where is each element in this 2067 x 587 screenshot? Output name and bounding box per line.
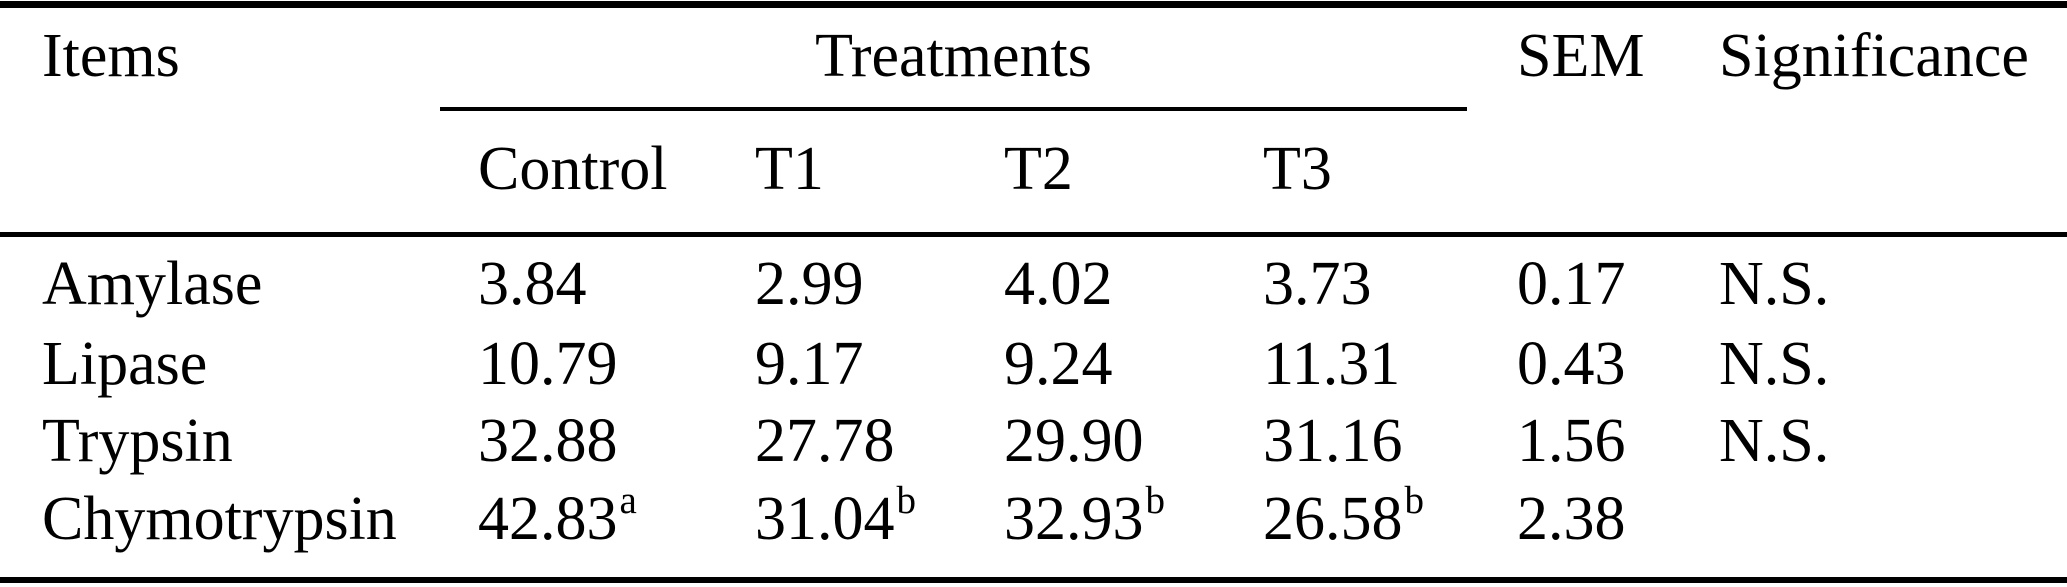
value-cell: 31.04b <box>755 481 916 554</box>
value-cell: 3.73 <box>1263 249 1374 319</box>
value-cell: 10.79 <box>478 329 620 399</box>
column-header-sem: SEM <box>1517 22 1645 90</box>
column-header-t3: T3 <box>1263 135 1332 203</box>
column-header-t1: T1 <box>755 135 824 203</box>
value: 32.93 <box>1004 485 1144 553</box>
value-cell: 4.02 <box>1004 249 1115 319</box>
superscript: b <box>896 479 917 522</box>
sem-cell: 2.38 <box>1517 485 1626 553</box>
value-cell: 42.83a <box>478 481 637 554</box>
value-cell: 9.24 <box>1004 329 1115 399</box>
table-row: Amylase 3.84 2.99 4.02 3.73 0.17 N.S. <box>0 249 2067 319</box>
treatments-underline-rule <box>440 107 1467 111</box>
significance-cell: N.S. <box>1719 407 1830 475</box>
value-cell: 9.17 <box>755 329 866 399</box>
value: 26.58 <box>1263 485 1403 553</box>
value-cell: 29.90 <box>1004 406 1146 476</box>
sem-cell: 1.56 <box>1517 407 1626 475</box>
column-header-significance: Significance <box>1719 22 2029 90</box>
value: 29.90 <box>1004 407 1144 475</box>
value: 3.73 <box>1263 250 1372 318</box>
table-row: Lipase 10.79 9.17 9.24 11.31 0.43 N.S. <box>0 329 2067 399</box>
value: 9.17 <box>755 330 864 398</box>
significance-cell: N.S. <box>1719 250 1830 318</box>
value: 11.31 <box>1263 330 1401 398</box>
value-cell: 11.31 <box>1263 329 1402 399</box>
header-row-groups: Items Treatments SEM Significance <box>0 21 2067 91</box>
table-top-rule <box>0 1 2067 8</box>
sem-cell: 0.43 <box>1517 330 1626 398</box>
row-label-lipase: Lipase <box>42 330 208 398</box>
value-cell: 3.84 <box>478 249 589 319</box>
superscript: b <box>1404 479 1425 522</box>
value-cell: 2.99 <box>755 249 866 319</box>
superscript: b <box>1145 479 1166 522</box>
table-bottom-rule <box>0 577 2067 583</box>
value: 4.02 <box>1004 250 1113 318</box>
value-cell: 26.58b <box>1263 481 1424 554</box>
row-label-trypsin: Trypsin <box>42 407 233 475</box>
value-cell: 32.93b <box>1004 481 1165 554</box>
table-row: Chymotrypsin 42.83a 31.04b 32.93b 26.58b… <box>0 481 2067 554</box>
column-group-header-treatments: Treatments <box>815 22 1092 90</box>
value: 2.99 <box>755 250 864 318</box>
superscript: a <box>619 479 637 522</box>
value: 31.16 <box>1263 407 1403 475</box>
row-label-amylase: Amylase <box>42 250 263 318</box>
value: 9.24 <box>1004 330 1113 398</box>
value: 32.88 <box>478 407 618 475</box>
header-bottom-rule <box>0 232 2067 237</box>
column-header-items: Items <box>42 22 180 90</box>
significance-cell: N.S. <box>1719 330 1830 398</box>
value: 42.83 <box>478 485 618 553</box>
value: 10.79 <box>478 330 618 398</box>
column-header-control: Control <box>478 135 668 203</box>
value: 31.04 <box>755 485 895 553</box>
table-row: Trypsin 32.88 27.78 29.90 31.16 1.56 N.S… <box>0 406 2067 476</box>
value-cell: 32.88 <box>478 406 620 476</box>
column-header-t2: T2 <box>1004 135 1073 203</box>
value: 27.78 <box>755 407 895 475</box>
row-label-chymotrypsin: Chymotrypsin <box>42 485 397 553</box>
value: 3.84 <box>478 250 587 318</box>
sem-cell: 0.17 <box>1517 250 1626 318</box>
value-cell: 31.16 <box>1263 406 1405 476</box>
header-row-treatments: Control T1 T2 T3 <box>0 134 2067 204</box>
value-cell: 27.78 <box>755 406 897 476</box>
